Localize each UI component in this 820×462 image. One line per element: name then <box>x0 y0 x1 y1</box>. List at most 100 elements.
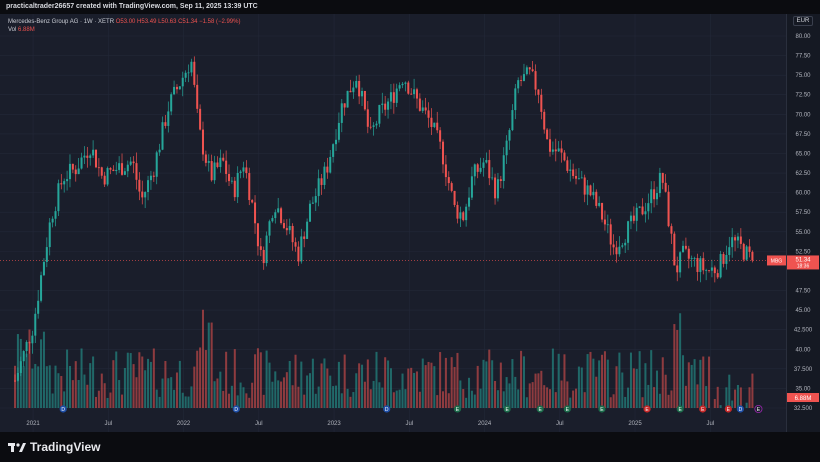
last-price-ticker: MBG <box>771 258 783 264</box>
volume-bar <box>655 370 659 408</box>
candle-body <box>314 196 317 203</box>
candle-body <box>439 130 442 142</box>
candle-body <box>387 101 390 110</box>
event-marker-icon <box>536 405 544 413</box>
volume-bar <box>702 356 705 408</box>
volume-bar <box>479 388 482 408</box>
candle-body <box>175 86 178 90</box>
volume-bar <box>606 359 609 408</box>
last-price-ticker-box <box>767 255 786 266</box>
volume-bar <box>121 394 124 408</box>
tradingview-logo[interactable]: TradingView <box>8 440 100 454</box>
candle-body <box>141 191 144 198</box>
symbol-name[interactable]: Mercedes-Benz Group AG · 1W · XETR <box>8 19 115 25</box>
candle-body <box>14 380 17 382</box>
volume-bar <box>40 339 43 408</box>
event-marker-icon <box>724 405 732 413</box>
volume-bar <box>629 352 632 408</box>
volume-bar <box>352 392 355 408</box>
volume-bar <box>233 349 236 408</box>
time-tick-label: Jul <box>556 421 564 427</box>
price-tick-label: 37.500 <box>794 367 813 373</box>
volume-bar <box>207 322 210 408</box>
candle-body <box>132 161 135 164</box>
volume-bar <box>236 395 239 408</box>
time-tick-label: 2024 <box>478 421 492 427</box>
price-axis[interactable] <box>786 14 820 432</box>
candle-body <box>369 126 372 128</box>
candle-body <box>45 247 48 262</box>
time-tick-label: Jul <box>405 421 413 427</box>
volume-bar <box>378 382 381 408</box>
candle-body <box>664 182 667 192</box>
price-tick-label: 67.50 <box>795 132 811 138</box>
candle-body <box>702 258 705 271</box>
candle-body <box>40 275 43 301</box>
volume-bar <box>181 392 184 408</box>
volume-bar <box>100 373 103 408</box>
ohlc-values: O53.00 H53.49 L50.63 C51.34 −1.58 (−2.99… <box>115 19 241 25</box>
candle-body <box>679 252 682 273</box>
candle-body <box>251 200 254 203</box>
event-glyph: E <box>505 407 509 413</box>
candle-body <box>551 149 554 152</box>
volume-bar <box>28 329 31 408</box>
volume-bar <box>534 373 537 408</box>
candle-body <box>592 191 595 196</box>
candle-body <box>201 129 205 155</box>
volume-bar <box>297 386 300 408</box>
candle-body <box>586 185 589 195</box>
candle-body <box>653 189 656 200</box>
volume-bar <box>66 349 69 408</box>
candle-body <box>462 212 465 221</box>
volume-bar <box>77 380 80 408</box>
volume-bar <box>525 397 528 408</box>
candle-body <box>190 61 193 73</box>
volume-bar <box>751 373 754 408</box>
volume-bar <box>366 359 369 408</box>
candle-body <box>115 169 118 172</box>
candle-body <box>725 254 728 264</box>
event-marker-icon <box>59 405 67 413</box>
candle-body <box>641 206 644 215</box>
volume-bar <box>670 390 673 408</box>
time-tick-label: 2023 <box>327 421 341 427</box>
candle-body <box>167 111 170 126</box>
candle-body <box>682 245 685 253</box>
candle-body <box>427 110 430 118</box>
candle-body <box>256 223 259 247</box>
candle-body <box>384 103 387 110</box>
volume-bar <box>138 352 141 408</box>
price-tick-label: 55.00 <box>795 230 811 236</box>
candle-body <box>375 123 378 126</box>
price-tick-label: 72.50 <box>795 93 811 99</box>
volume-bar <box>135 377 138 408</box>
candle-body <box>126 164 129 172</box>
volume-bar <box>638 351 641 408</box>
volume-bar <box>173 389 176 408</box>
volume-bar <box>294 354 297 408</box>
volume-bar <box>418 391 421 408</box>
currency-badge[interactable]: EUR <box>786 14 820 28</box>
time-tick-label: Jul <box>255 421 263 427</box>
volume-bar <box>450 357 453 408</box>
volume-bar <box>326 368 329 408</box>
price-tick-label: 57.50 <box>795 210 811 216</box>
volume-bar <box>115 351 118 408</box>
candle-body <box>696 257 699 272</box>
volume-bar <box>25 353 28 408</box>
volume-bar <box>152 348 155 408</box>
volume-bar <box>129 353 132 408</box>
candle-body <box>421 107 424 111</box>
volume-bar <box>540 370 543 408</box>
candle-body <box>155 152 158 177</box>
candle-body <box>31 335 34 344</box>
volume-bar <box>158 396 161 408</box>
candle-body <box>673 233 676 266</box>
volume-bar <box>103 383 106 408</box>
volume-bar <box>586 354 589 408</box>
candle-body <box>343 103 346 108</box>
volume-bar <box>456 352 459 408</box>
